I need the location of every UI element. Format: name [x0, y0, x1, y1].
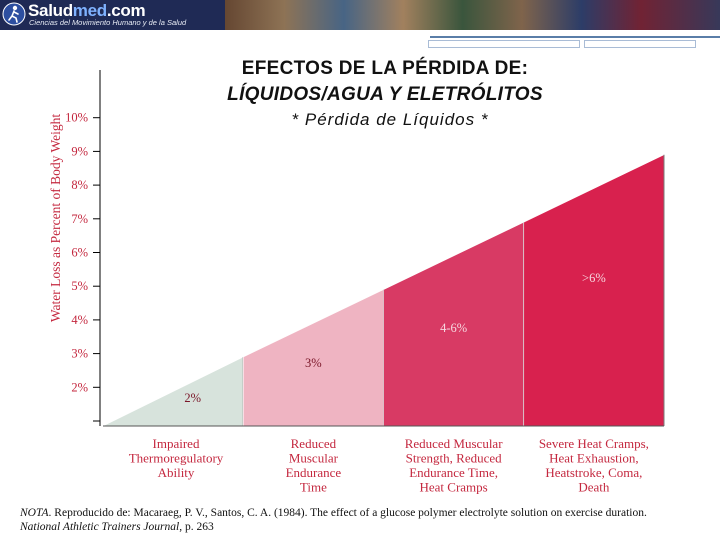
decorative-frame: [584, 40, 696, 48]
category-label-line: Severe Heat Cramps,: [539, 436, 649, 451]
category-label-line: Time: [300, 480, 327, 495]
header-banner: Saludmed.com Ciencias del Movimiento Hum…: [0, 0, 720, 30]
y-tick-label: 9%: [71, 144, 88, 158]
fluid-loss-chart: 10% 9% 8% 7% 6% 5% 4% 3% 2% Water Loss as Percent…: [48, 70, 665, 495]
segment-value-label: 4-6%: [440, 321, 467, 335]
segment-value-label: >6%: [582, 271, 606, 285]
y-tick-label: 5%: [71, 279, 88, 293]
note-tail: , p. 263: [179, 521, 214, 533]
category-label-line: Reduced Muscular: [405, 436, 504, 451]
area-segment: [102, 356, 244, 427]
source-note: NOTA. Reproducido de: Macaraeg, P. V., S…: [20, 506, 715, 534]
segment-value-label: 3%: [305, 356, 322, 370]
logo-tld: .com: [106, 1, 146, 20]
category-label-line: Death: [578, 480, 610, 495]
category-label-line: Endurance Time,: [409, 465, 498, 480]
category-label-line: Heat Cramps: [420, 480, 488, 495]
decorative-frame: [428, 40, 580, 48]
y-tick-label: 8%: [71, 178, 88, 192]
note-label: NOTA: [20, 507, 49, 519]
category-label-line: Ability: [158, 465, 195, 480]
category-label-line: Impaired: [153, 436, 200, 451]
y-axis-title: Water Loss as Percent of Body Weight: [48, 114, 63, 323]
category-label-line: Heat Exhaustion,: [549, 451, 639, 466]
slide-title-line1: EFECTOS DE LA PÉRDIDA DE:: [241, 58, 529, 79]
header-photo-strip: [225, 0, 720, 30]
logo-runner-icon: [2, 2, 26, 26]
logo-tagline: Ciencias del Movimiento Humano y de la S…: [29, 18, 187, 27]
category-label-line: Strength, Reduced: [406, 451, 503, 466]
category-label-line: Muscular: [289, 451, 339, 466]
decorative-line: [430, 36, 720, 38]
logo-accent: med: [72, 1, 107, 20]
y-tick-label: 4%: [71, 313, 88, 327]
logo-main: Salud: [28, 1, 73, 20]
note-text: . Reproducido de: Macaraeg, P. V., Santo…: [48, 507, 647, 519]
category-label-line: Heatstroke, Coma,: [545, 465, 642, 480]
y-tick-label: 6%: [71, 246, 88, 260]
note-journal: National Athletic Trainers Journal: [20, 521, 180, 533]
y-tick-label: 10%: [65, 111, 88, 125]
segment-value-label: 2%: [184, 391, 201, 405]
slide-title-line2: LÍQUIDOS/AGUA Y ELETRÓLITOS: [227, 84, 543, 105]
slide-subtitle: * Pérdida de Líquidos *: [291, 110, 489, 129]
y-tick-label: 3%: [71, 347, 88, 361]
category-label-line: Reduced: [291, 436, 337, 451]
site-logo[interactable]: Saludmed.com: [28, 1, 146, 21]
category-label-line: Thermoregulatory: [129, 451, 224, 466]
y-tick-label: 2%: [71, 380, 88, 394]
category-label-line: Endurance: [286, 465, 342, 480]
y-tick-label: 7%: [71, 212, 88, 226]
area-segment: [523, 154, 665, 427]
